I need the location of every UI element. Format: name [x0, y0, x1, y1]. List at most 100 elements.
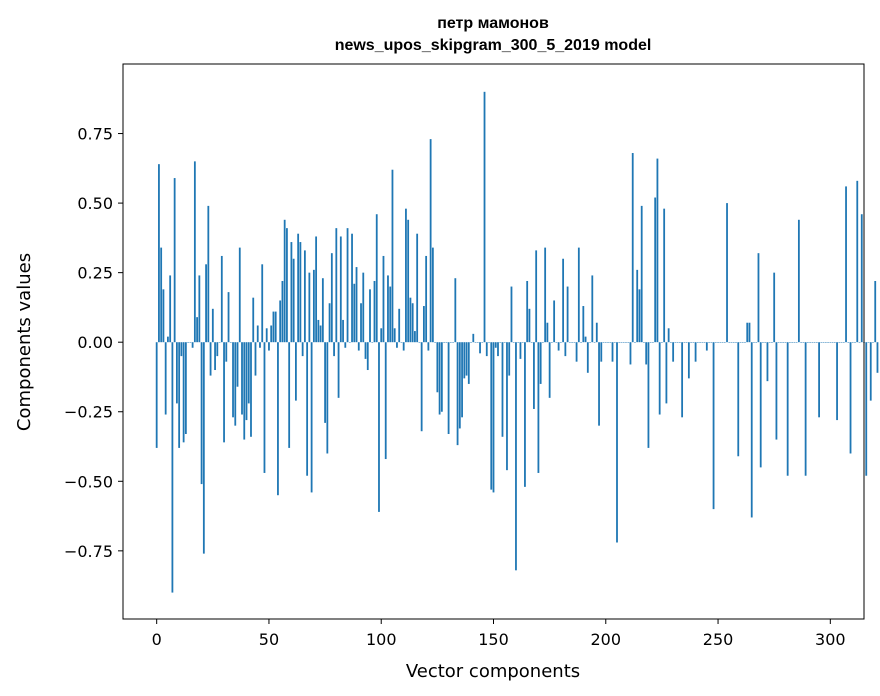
bar — [234, 342, 237, 426]
bar — [187, 342, 190, 343]
bar — [555, 342, 558, 343]
bar — [613, 342, 616, 343]
bar — [211, 308, 214, 343]
x-axis-ticks: 0 50 100 150 200 250 300 — [152, 619, 846, 649]
bar — [874, 280, 877, 343]
bar — [458, 342, 461, 429]
bar — [272, 311, 275, 343]
bar — [416, 233, 419, 343]
bar — [499, 342, 502, 343]
bar — [501, 342, 504, 437]
bar — [777, 342, 780, 343]
bar — [380, 328, 383, 343]
bar — [351, 233, 353, 343]
bar — [542, 342, 544, 343]
bar — [764, 342, 767, 343]
bar — [319, 325, 322, 343]
bar — [631, 153, 634, 343]
bar — [575, 342, 578, 362]
bar — [744, 342, 746, 343]
bar — [205, 264, 207, 343]
bar — [705, 342, 708, 351]
bar — [665, 342, 668, 404]
bar — [398, 308, 401, 343]
bar — [164, 342, 167, 415]
bar — [438, 342, 441, 415]
bar — [268, 342, 270, 351]
bar — [607, 342, 609, 343]
bar — [786, 342, 789, 476]
bar — [784, 342, 787, 343]
bar — [506, 342, 508, 471]
bar — [485, 342, 488, 357]
bar — [461, 342, 463, 418]
bar — [312, 269, 315, 343]
bar — [629, 342, 632, 365]
y-axis-ticks: −0.75 −0.50 −0.25 0.00 0.25 0.50 0.75 — [64, 125, 123, 561]
bar — [414, 331, 416, 343]
bar — [802, 342, 805, 343]
bar — [434, 342, 437, 343]
bar — [620, 342, 623, 343]
bar — [739, 342, 742, 343]
bar — [510, 286, 513, 343]
bar — [759, 342, 762, 468]
bar — [256, 325, 259, 343]
bar — [321, 278, 324, 343]
bar — [456, 342, 459, 446]
bar — [515, 342, 517, 571]
x-tick-label: 150 — [478, 630, 509, 649]
bar — [750, 342, 753, 518]
bar — [618, 342, 621, 343]
bar — [696, 342, 699, 343]
bar — [396, 342, 398, 348]
bar — [512, 342, 515, 343]
bar — [584, 336, 587, 343]
bar — [369, 289, 371, 343]
bar — [663, 208, 666, 343]
bar — [411, 303, 414, 343]
bar — [481, 342, 484, 343]
bar — [649, 342, 652, 343]
x-tick-label: 300 — [815, 630, 846, 649]
bar — [281, 280, 284, 343]
bar — [589, 342, 591, 343]
bar — [824, 342, 827, 343]
bar — [687, 342, 690, 379]
bar — [317, 319, 320, 343]
bar — [723, 342, 726, 343]
bar — [155, 342, 158, 448]
bar — [782, 342, 785, 343]
bar — [184, 342, 187, 434]
bar — [526, 280, 529, 343]
bar — [876, 342, 879, 373]
bar — [849, 342, 852, 454]
bar — [609, 342, 612, 343]
bar — [497, 342, 499, 357]
bar — [676, 342, 679, 343]
bar — [602, 342, 605, 343]
bar — [402, 342, 405, 351]
bar — [472, 333, 475, 343]
bar — [710, 342, 713, 343]
bar — [544, 247, 547, 343]
bar — [196, 317, 198, 343]
bar — [732, 342, 735, 343]
bar — [530, 342, 533, 343]
bar — [236, 342, 239, 387]
bar — [577, 247, 580, 343]
bar — [476, 342, 479, 343]
bar — [216, 342, 219, 357]
bar — [638, 289, 641, 343]
y-tick-label: −0.75 — [64, 542, 113, 561]
bar — [840, 342, 843, 343]
bar — [683, 342, 686, 343]
bar — [229, 342, 232, 343]
bar — [467, 342, 470, 384]
bar — [797, 219, 800, 343]
bar — [521, 342, 524, 343]
bar — [420, 342, 423, 432]
bar — [263, 342, 266, 473]
bar — [360, 303, 362, 343]
bar — [672, 342, 675, 362]
